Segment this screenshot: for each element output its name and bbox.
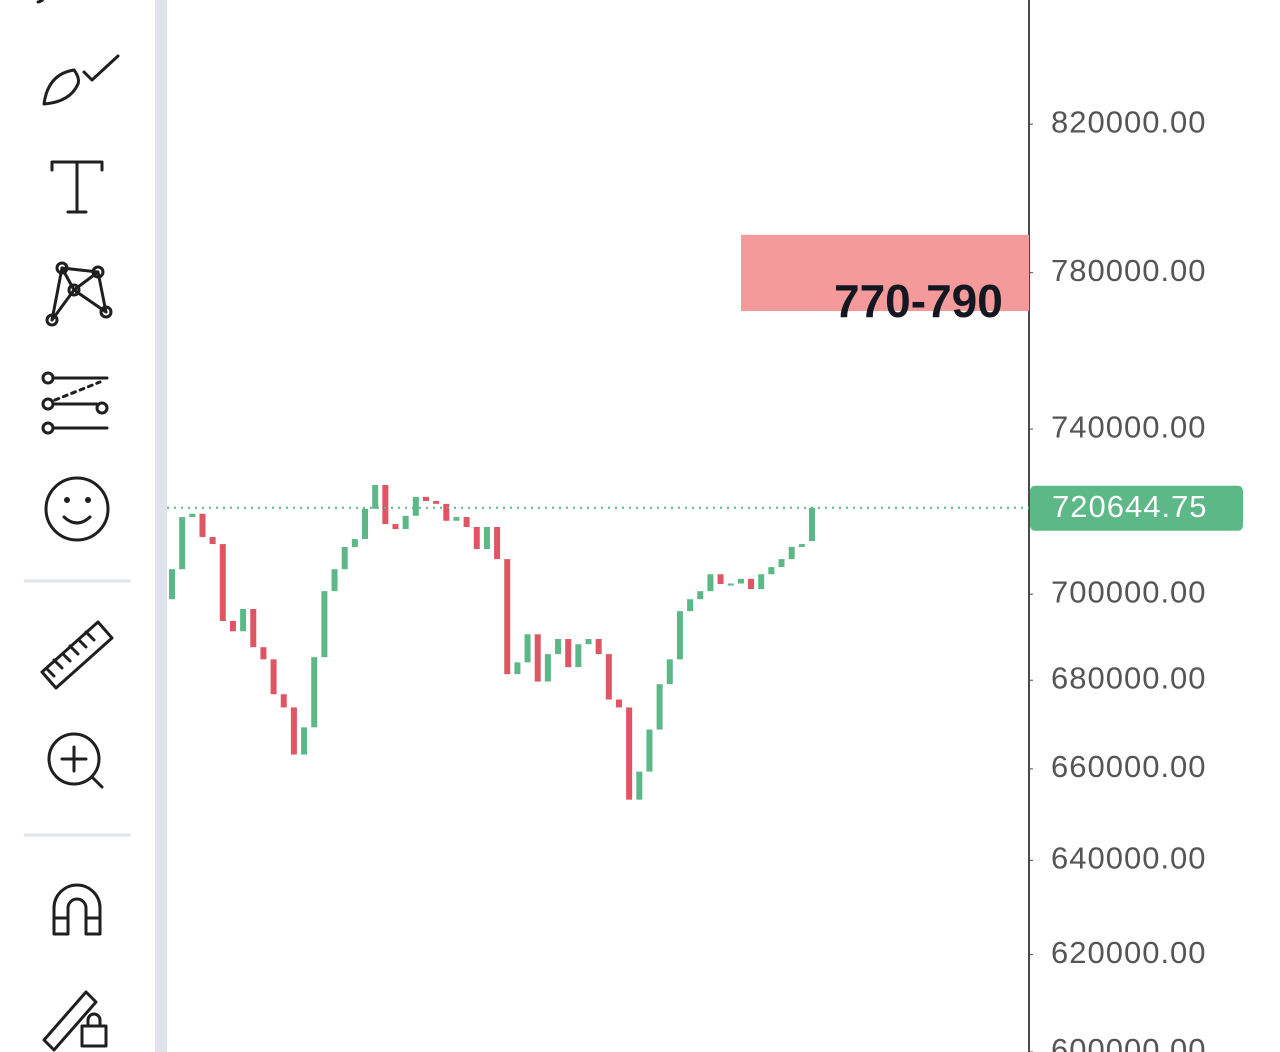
candle-body — [199, 513, 206, 537]
candle-body — [321, 591, 328, 658]
price-axis: 820000.00 780000.00 740000.00 700000.00 6800… — [1029, 104, 1243, 1052]
candle-body — [209, 536, 216, 545]
candle-body — [666, 659, 673, 685]
candle-body — [290, 707, 297, 755]
candle-body — [707, 574, 714, 592]
candle-body — [748, 578, 755, 590]
candle-body — [229, 620, 236, 632]
magnet-tool[interactable] — [52, 883, 102, 936]
y-tick-label: 680000.00 — [1051, 660, 1207, 695]
candle-body — [412, 496, 419, 516]
candle-body — [697, 591, 704, 600]
candle-body — [311, 657, 318, 728]
candle-body — [392, 524, 399, 530]
candle-body — [169, 569, 175, 600]
y-tick-label: 820000.00 — [1051, 104, 1207, 139]
candle-body — [595, 639, 602, 655]
candle-body — [189, 513, 196, 518]
candle-body — [402, 515, 409, 530]
candle-body — [504, 559, 511, 675]
candle-body — [778, 559, 785, 568]
candle-body — [422, 496, 429, 501]
candle-body — [555, 639, 562, 655]
price-zone-label: 770-790 — [834, 275, 1003, 327]
candle-body — [443, 503, 450, 521]
candle-body — [809, 507, 815, 542]
price-zone — [741, 234, 1029, 312]
candle-body — [565, 639, 572, 668]
y-tick-label: 660000.00 — [1051, 749, 1207, 784]
candle-body — [687, 599, 694, 612]
candle-body — [463, 517, 470, 527]
zoom-tool[interactable] — [47, 732, 104, 789]
candle-body — [788, 546, 795, 560]
candle-body — [270, 659, 277, 695]
emoji-tool[interactable] — [44, 476, 110, 542]
candle-body — [473, 526, 480, 550]
candle-body — [250, 609, 257, 648]
candle-body — [351, 539, 358, 547]
y-tick-label: 640000.00 — [1051, 840, 1207, 875]
y-tick-label: 620000.00 — [1051, 935, 1207, 970]
candle-body — [260, 647, 267, 660]
candle-body — [534, 634, 541, 682]
candle-body — [544, 654, 551, 682]
forecast-tool[interactable] — [41, 371, 109, 435]
candle-body — [372, 484, 379, 509]
candle-body — [382, 484, 389, 525]
candle-body — [717, 574, 724, 584]
last-price-label: 720644.75 — [1052, 489, 1208, 524]
candle-body — [179, 517, 186, 570]
toolbar-divider — [155, 0, 167, 1052]
candle-body — [615, 699, 622, 708]
candle-body — [433, 500, 440, 504]
candle-body — [758, 574, 765, 590]
candle-body — [575, 644, 582, 668]
brush-tool[interactable] — [42, 54, 120, 106]
y-tick-label: 740000.00 — [1051, 409, 1207, 444]
candle-body — [605, 654, 612, 700]
ruler-tool[interactable] — [40, 620, 114, 690]
candle-body — [737, 578, 744, 584]
candle-body — [524, 634, 531, 663]
text-tool[interactable] — [50, 160, 104, 214]
candle-body — [768, 567, 775, 575]
plot-area: 770-790 — [167, 234, 1029, 800]
candle-body — [301, 727, 308, 755]
y-tick-label: 780000.00 — [1051, 253, 1207, 288]
tool-icon-partial[interactable] — [36, 0, 45, 4]
last-price-badge — [1030, 485, 1243, 531]
candle-body — [656, 684, 663, 730]
candle-body — [362, 508, 369, 540]
candle-body — [676, 611, 683, 660]
pattern-tool[interactable] — [45, 261, 113, 327]
candle-body — [798, 544, 805, 547]
y-tick-label: 600000.00 — [1051, 1032, 1207, 1052]
candle-body — [514, 662, 521, 675]
candle-body — [453, 517, 460, 521]
candle-body — [240, 609, 247, 632]
lock-draw-tool[interactable] — [42, 990, 108, 1052]
candle-body — [219, 544, 226, 621]
toolbar — [24, 0, 167, 1052]
y-tick-label: 700000.00 — [1051, 574, 1207, 609]
candle-body — [636, 771, 643, 800]
candle-body — [646, 729, 653, 772]
candle-body — [341, 546, 348, 570]
candle-body — [585, 639, 592, 645]
candle-body — [727, 583, 734, 586]
candle-body — [483, 526, 490, 550]
candle-body — [494, 526, 501, 560]
candle-body — [331, 569, 338, 592]
candle-body — [626, 707, 633, 800]
candle-body — [280, 694, 287, 708]
